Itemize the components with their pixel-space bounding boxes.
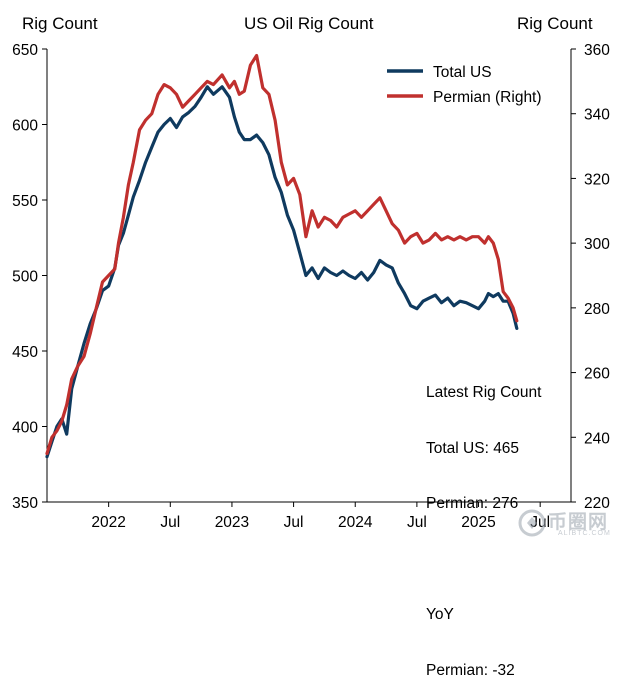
legend-label: Permian (Right): [433, 89, 542, 106]
x-tick-label: 2024: [338, 514, 373, 531]
annotation-heading: Latest Rig Count: [426, 384, 542, 401]
x-tick-label: 2025: [461, 514, 495, 531]
legend: Total US Permian (Right): [387, 64, 542, 106]
right-axis-label: Rig Count: [517, 14, 593, 33]
x-axis: 2022 Jul 2023 Jul 2024 Jul 2025 Jul: [47, 501, 571, 531]
watermark-subtext: ALIBTC.COM: [558, 530, 611, 537]
right-tick-label: 340: [584, 107, 610, 124]
permian-line: [45, 53, 519, 456]
right-tick-label: 240: [584, 430, 610, 447]
left-tick-label: 550: [12, 193, 38, 210]
annotation-spacer: [426, 551, 541, 570]
x-tick-label: Jul: [284, 514, 304, 531]
right-tick-label: 300: [584, 236, 610, 253]
plot-lines: [45, 53, 519, 459]
watermark-text: 币圈网: [548, 512, 609, 533]
left-tick-label: 450: [12, 344, 38, 361]
annotation-yoy-heading: YoY: [426, 606, 454, 623]
right-tick-label: 220: [584, 495, 610, 512]
x-tick-label: 2022: [91, 514, 125, 531]
left-tick-label: 400: [12, 420, 38, 437]
right-tick-label: 360: [584, 42, 610, 59]
x-tick-label: Jul: [407, 514, 427, 531]
annotation-permian: Permian: 276: [426, 495, 519, 512]
right-tick-label: 320: [584, 171, 610, 188]
legend-label: Total US: [433, 64, 492, 81]
left-tick-label: 350: [12, 495, 38, 512]
right-tick-label: 260: [584, 366, 610, 383]
left-axis: 350 400 450 500 550 600 650: [12, 42, 48, 512]
x-tick-label: Jul: [160, 514, 180, 531]
chart-title: US Oil Rig Count: [244, 14, 374, 33]
annotation-yoy-permian: Permian: -32: [426, 661, 515, 679]
watermark-logo: 币圈网 ALIBTC.COM: [518, 505, 622, 541]
left-tick-label: 650: [12, 42, 38, 59]
chart-canvas: 350 400 450 500 550 600 650 220 240 260 280 300 320…: [12, 42, 610, 531]
annotation-total-us: Total US: 465: [426, 439, 520, 457]
left-axis-label: Rig Count: [22, 14, 98, 33]
x-tick-label: 2023: [215, 514, 249, 531]
watermark-coin-icon: [518, 509, 546, 537]
right-axis: 220 240 260 280 300 320 340 360: [570, 42, 610, 512]
right-tick-label: 280: [584, 301, 610, 318]
left-tick-label: 600: [12, 118, 38, 135]
x-tick-label: Jul: [530, 514, 550, 531]
left-tick-label: 500: [12, 269, 38, 286]
